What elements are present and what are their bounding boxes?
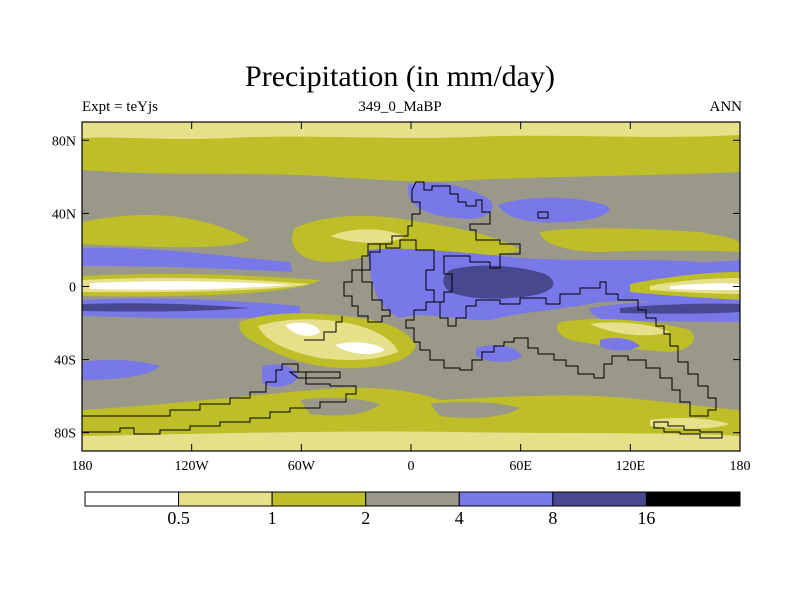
nh-subtropical-band <box>82 215 250 248</box>
central-tropical-wet <box>368 248 740 321</box>
sh-dry-core-1 <box>285 322 320 336</box>
colorbar-label: 4 <box>455 508 464 528</box>
colorbar-segment <box>84 491 180 507</box>
precipitation-field <box>82 122 740 451</box>
nh-tropical-wet <box>82 247 292 272</box>
x-axis: 180 120W 60W 0 60E 120E 180 <box>72 122 751 474</box>
y-axis: 80N 40N 0 40S 80S <box>52 134 740 442</box>
colorbar-label: 0.5 <box>167 508 190 528</box>
north-wet-patch-1 <box>407 182 493 219</box>
x-tick-label: 120E <box>616 459 646 474</box>
southern-land-outline <box>82 363 357 435</box>
season-label: ANN <box>709 99 743 115</box>
east-island-outline <box>653 421 723 439</box>
polar-drier-band <box>82 431 740 451</box>
sh-east-drier <box>590 322 670 336</box>
sh-midlat-wet-1 <box>82 359 160 380</box>
colorbar-segment <box>458 491 554 507</box>
continent-outlines <box>82 181 723 439</box>
equatorial-driest-west <box>90 281 290 290</box>
chart-title: Precipitation (in mm/day) <box>245 60 555 93</box>
y-tick-label: 40N <box>52 207 76 222</box>
arctic-band-light <box>82 122 740 139</box>
x-tick-label: 180 <box>72 459 93 474</box>
colorbar-segment <box>271 491 367 507</box>
nh-continent-dry-light <box>330 229 405 243</box>
x-tick-label: 180 <box>730 459 751 474</box>
south-west-coast-outline <box>304 316 343 341</box>
y-tick-label: 80S <box>54 427 76 442</box>
sh-midlat-wet-4 <box>600 338 640 351</box>
time-label: 349_0_MaBP <box>358 99 442 115</box>
x-tick-label: 120W <box>175 459 210 474</box>
small-island-outline <box>537 211 549 219</box>
equatorial-driest-east <box>670 283 740 290</box>
y-tick-label: 0 <box>69 281 76 296</box>
sh-midlat-wet-3 <box>476 345 522 362</box>
colorbar-segment <box>552 491 647 507</box>
y-tick-label: 40S <box>54 354 76 369</box>
sh-tropical-very-wet-east <box>620 303 740 314</box>
colorbar-label: 2 <box>361 508 370 528</box>
x-tick-label: 0 <box>408 459 415 474</box>
southern-peninsula-outline <box>288 371 341 379</box>
north-wet-patch-2 <box>498 197 610 223</box>
colorbar-label: 16 <box>637 508 655 528</box>
colorbar-segment <box>178 491 273 507</box>
x-tick-label: 60W <box>288 459 316 474</box>
sh-midlat-wet-2 <box>262 364 298 387</box>
arctic-band-edge <box>82 168 740 182</box>
central-tropical-very-wet <box>443 265 554 299</box>
nh-continent-dry <box>291 215 520 262</box>
northern-continent-outline <box>343 181 521 323</box>
nh-right-dry <box>540 228 740 252</box>
sh-east-dry <box>556 319 694 352</box>
experiment-label: Expt = teYjs <box>82 99 158 115</box>
colorbar-label: 8 <box>548 508 557 528</box>
colorbar: 0.5 1 2 4 8 16 <box>84 491 741 528</box>
colorbar-label: 1 <box>268 508 277 528</box>
sh-tropical-very-wet <box>82 303 250 312</box>
colorbar-segment <box>645 491 741 507</box>
sh-dry-core-2 <box>335 342 385 355</box>
y-tick-label: 80N <box>52 134 76 149</box>
x-tick-label: 60E <box>509 459 532 474</box>
colorbar-segment <box>365 491 460 507</box>
polar-moderate-east <box>430 401 520 418</box>
gondwana-outline <box>405 281 717 417</box>
